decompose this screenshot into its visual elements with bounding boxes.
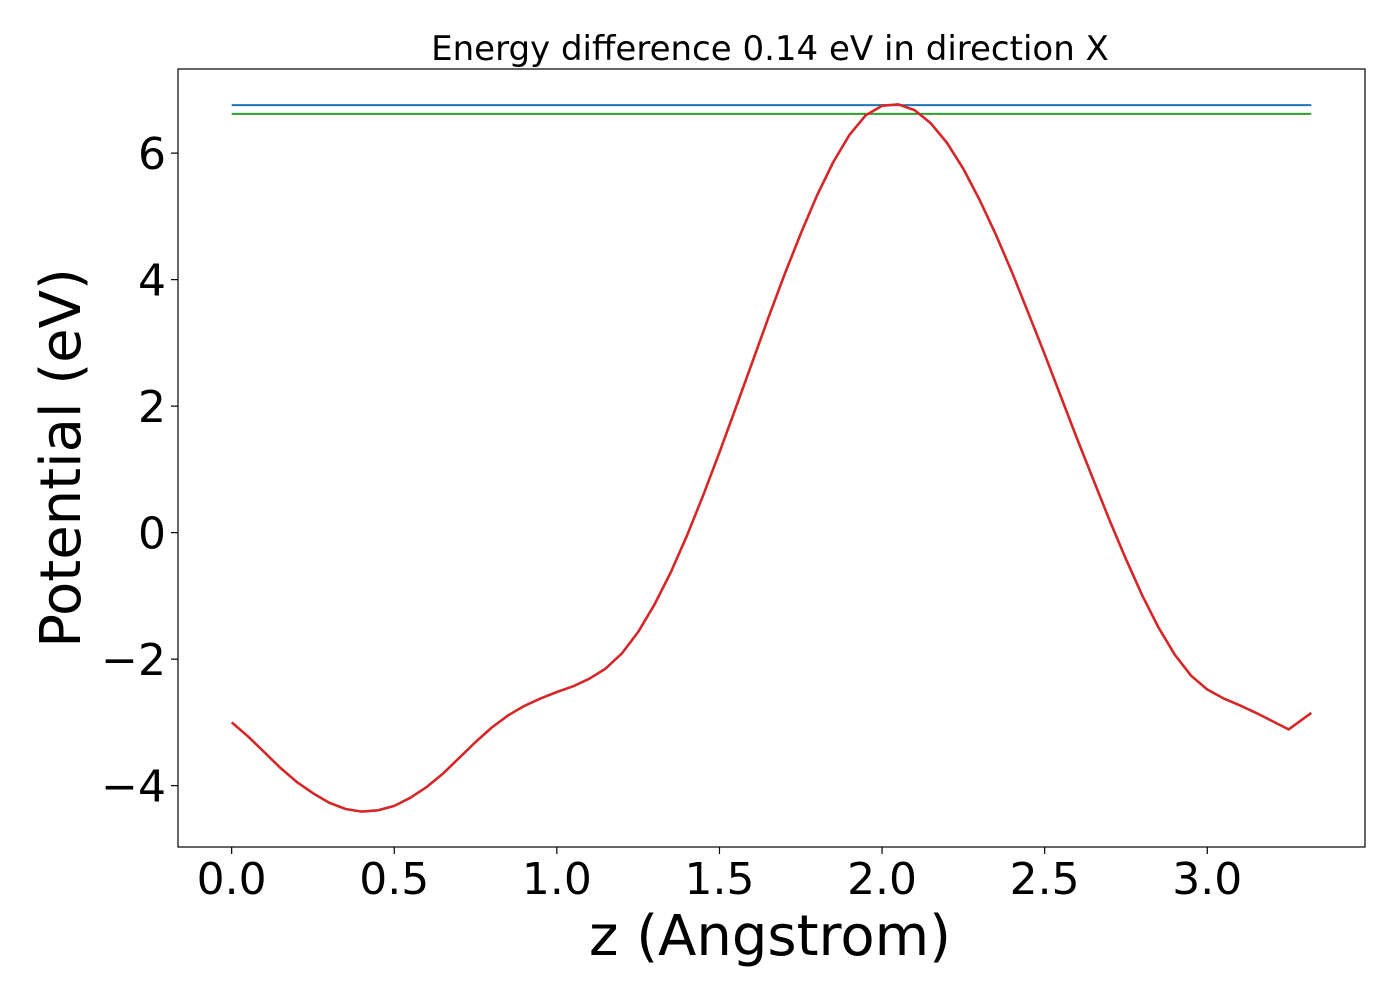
x-tick-label: 3.0: [1172, 854, 1242, 905]
x-tick-label: 1.0: [522, 854, 592, 905]
y-tick-label: 6: [138, 129, 166, 180]
x-tick-label: 1.5: [684, 854, 754, 905]
series-line-2: [230, 103, 1313, 813]
y-tick-label: −2: [101, 635, 166, 686]
y-tick-label: −4: [101, 762, 166, 813]
y-tick-label: 0: [138, 509, 166, 560]
y-axis-label: Potential (eV): [29, 268, 94, 648]
plot-area: [230, 103, 1313, 813]
axes-frame: [177, 68, 1366, 848]
x-tick-label: 2.0: [847, 854, 917, 905]
chart-title: Energy difference 0.14 eV in direction X: [431, 29, 1109, 69]
x-tick-label: 0.0: [197, 854, 267, 905]
x-axis-label: z (Angstrom): [589, 904, 951, 969]
axis-ticks: 0.0 0.5 1.0 1.5 2.0 2.5 3.0 −4 −2 0 2 4 6: [101, 129, 1242, 905]
x-tick-label: 2.5: [1010, 854, 1080, 905]
y-tick-label: 4: [138, 256, 166, 307]
y-tick-label: 2: [138, 382, 166, 433]
x-tick-label: 0.5: [359, 854, 429, 905]
